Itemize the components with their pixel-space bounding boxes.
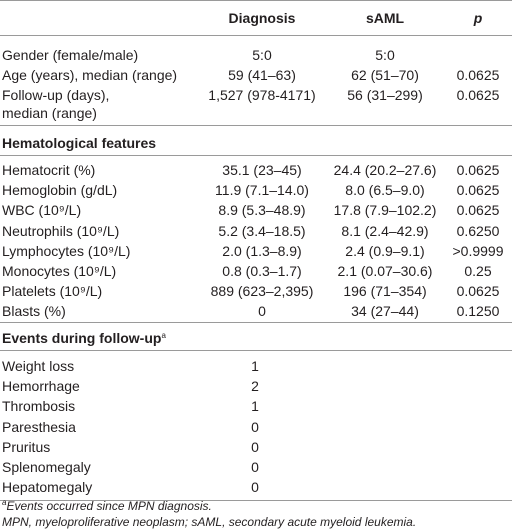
cell: 0.0625 <box>456 182 500 199</box>
column-header: p <box>473 10 483 26</box>
row-label: Thrombosis <box>2 398 76 415</box>
rule <box>0 322 512 323</box>
top-rule <box>0 0 512 1</box>
cell: 0.0625 <box>456 67 500 83</box>
cell: 5:0 <box>252 47 272 63</box>
rule <box>0 35 512 36</box>
cell: >0.9999 <box>452 242 504 259</box>
rule <box>0 125 512 126</box>
bottom-rule <box>0 500 512 501</box>
cell: 1 <box>251 358 259 374</box>
cell: 62 (51–70) <box>351 67 419 83</box>
footnote-text: Events occurred since MPN diagnosis. <box>6 499 212 513</box>
cell: 0.1250 <box>456 303 500 320</box>
column-header: Diagnosis <box>228 10 296 26</box>
cell: 0.6250 <box>456 222 500 239</box>
row-label: Paresthesia <box>2 418 76 435</box>
section-title: Events during follow-upa <box>2 330 166 346</box>
cell: 0 <box>258 303 266 320</box>
footnote: MPN, myeloproliferative neoplasm; sAML, … <box>2 514 416 529</box>
row-label: Lymphocytes (10⁹/L) <box>2 242 131 259</box>
row-label: Pruritus <box>2 438 51 455</box>
row-label: Hemorrhage <box>2 378 80 395</box>
cell: 2.4 (0.9–9.1) <box>345 242 425 259</box>
row-label: Age (years), median (range) <box>2 67 178 83</box>
cell: 59 (41–63) <box>228 67 296 83</box>
column-header: sAML <box>365 10 405 26</box>
cell: 1,527 (978-4171) <box>208 87 316 103</box>
cell: 0.8 (0.3–1.7) <box>222 263 302 279</box>
cell: 889 (623–2,395) <box>210 283 314 300</box>
footnote-text: MPN, myeloproliferative neoplasm; sAML, … <box>2 515 417 529</box>
section-title-text: Events during follow-up <box>2 330 162 346</box>
cell: 5:0 <box>375 47 395 63</box>
footnote: aEvents occurred since MPN diagnosis. <box>2 498 212 514</box>
footnote-marker: a <box>2 498 7 507</box>
section-title: Hematological features <box>2 135 157 151</box>
cell: 0.0625 <box>456 283 500 300</box>
cell: 2.0 (1.3–8.9) <box>222 242 302 259</box>
cell: 2 <box>251 378 259 395</box>
cell: 196 (71–354) <box>343 283 427 300</box>
row-label: median (range) <box>2 105 97 121</box>
row-label: WBC (10⁹/L) <box>2 202 82 219</box>
row-label: Splenomegaly <box>2 459 91 475</box>
row-label: Hemoglobin (g/dL) <box>2 182 118 199</box>
cell: 0 <box>251 438 259 455</box>
cell: 24.4 (20.2–27.6) <box>333 162 437 178</box>
cell: 11.9 (7.1–14.0) <box>215 182 309 199</box>
cell: 2.1 (0.07–30.6) <box>337 263 433 279</box>
cell: 1 <box>251 398 259 415</box>
rule <box>0 350 512 351</box>
cell: 0.0625 <box>456 202 500 219</box>
cell: 0 <box>251 459 259 475</box>
cell: 0.0625 <box>456 162 500 178</box>
row-label: Hematocrit (%) <box>2 162 96 178</box>
row-label: Weight loss <box>2 358 75 374</box>
cell: 0.25 <box>464 263 492 279</box>
cell: 35.1 (23–45) <box>222 162 302 178</box>
cell: 56 (31–299) <box>347 87 423 103</box>
cell: 8.1 (2.4–42.9) <box>341 222 429 239</box>
row-label: Hepatomegaly <box>2 479 93 496</box>
row-label: Blasts (%) <box>2 303 66 320</box>
footnote-marker: a <box>161 331 166 340</box>
cell: 0 <box>251 479 259 496</box>
cell: 17.8 (7.9–102.2) <box>333 202 437 219</box>
row-label: Platelets (10⁹/L) <box>2 283 103 300</box>
row-label: Neutrophils (10⁹/L) <box>2 222 120 239</box>
cell: 0 <box>251 418 259 435</box>
cell: 5.2 (3.4–18.5) <box>218 222 306 239</box>
rule <box>0 155 512 156</box>
cell: 8.0 (6.5–9.0) <box>345 182 425 199</box>
cell: 0.0625 <box>456 87 500 103</box>
cell: 34 (27–44) <box>351 303 419 320</box>
row-label: Follow-up (days), <box>2 87 110 103</box>
row-label: Gender (female/male) <box>2 47 139 63</box>
row-label: Monocytes (10⁹/L) <box>2 263 117 279</box>
cell: 8.9 (5.3–48.9) <box>218 202 306 219</box>
